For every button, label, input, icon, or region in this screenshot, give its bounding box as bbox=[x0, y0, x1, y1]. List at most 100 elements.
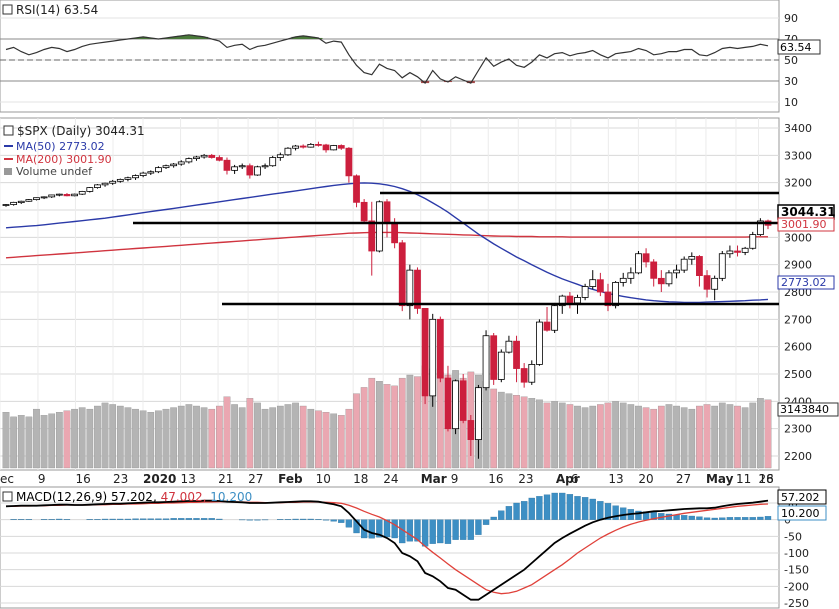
candle-body bbox=[741, 247, 749, 253]
macd-tick-label: -250 bbox=[784, 597, 809, 609]
macd-histogram-bar bbox=[681, 515, 688, 520]
x-tick-label: 26 bbox=[758, 472, 773, 486]
candle-body bbox=[436, 318, 444, 379]
volume-bar bbox=[231, 404, 238, 469]
candle-body bbox=[429, 318, 437, 397]
candle-body bbox=[223, 159, 231, 171]
x-tick-label: ec bbox=[0, 472, 14, 486]
candle-body bbox=[665, 272, 673, 285]
x-tick-label: 11 bbox=[736, 472, 751, 486]
volume-bar bbox=[376, 381, 383, 469]
macd-histogram-bar bbox=[620, 507, 627, 520]
volume-bar bbox=[398, 377, 406, 469]
volume-bar bbox=[528, 398, 536, 469]
volume-bar bbox=[551, 401, 558, 469]
volume-bar bbox=[414, 376, 421, 469]
volume-bar bbox=[536, 399, 543, 469]
volume-bar bbox=[147, 412, 155, 469]
candle-body bbox=[193, 156, 200, 160]
candle-body bbox=[215, 157, 223, 161]
volume-bar bbox=[193, 405, 200, 469]
candle-body bbox=[475, 387, 482, 440]
candle-body bbox=[170, 163, 178, 167]
macd-histogram-bar bbox=[117, 518, 124, 520]
x-tick-label: 6 bbox=[571, 472, 579, 486]
candle-body bbox=[231, 166, 239, 171]
candle-body bbox=[734, 250, 741, 253]
candle-body bbox=[375, 201, 383, 252]
rsi-tick-label: 10 bbox=[784, 96, 798, 109]
macd-histogram-bar bbox=[109, 518, 116, 520]
volume-bar bbox=[650, 408, 658, 469]
macd-label: MACD(12,26,9) 57.202, 47.002, 10.200 bbox=[16, 490, 252, 504]
volume-bar bbox=[406, 374, 414, 469]
candle-body bbox=[292, 145, 299, 149]
macd-histogram-bar bbox=[551, 492, 558, 520]
macd-histogram-bar bbox=[741, 517, 749, 520]
price-tick-label: 3000 bbox=[784, 231, 812, 244]
price-tick-label: 2500 bbox=[784, 368, 812, 381]
volume-bar bbox=[246, 398, 254, 469]
macd-histogram-bar bbox=[513, 502, 520, 520]
macd-histogram-bar bbox=[604, 503, 612, 520]
volume-bar bbox=[665, 404, 673, 469]
price-tick-label: 3400 bbox=[784, 122, 812, 135]
svg-text:3143840: 3143840 bbox=[780, 403, 829, 416]
volume-bar bbox=[269, 407, 277, 469]
volume-bar bbox=[94, 405, 101, 469]
candle-body bbox=[116, 178, 124, 182]
volume-bar bbox=[10, 416, 17, 469]
macd-histogram-bar bbox=[528, 497, 535, 520]
macd-histogram-bar bbox=[703, 517, 711, 520]
candle-body bbox=[345, 147, 353, 177]
candle-body bbox=[482, 335, 490, 389]
volume-bar bbox=[276, 405, 284, 469]
candle-body bbox=[459, 380, 467, 421]
volume-bar bbox=[543, 402, 551, 469]
volume-bar bbox=[254, 402, 261, 469]
candle-body bbox=[627, 272, 635, 279]
candle-body bbox=[619, 277, 627, 283]
x-tick-label: 18 bbox=[353, 472, 368, 486]
macd-histogram-bar bbox=[132, 518, 139, 520]
candle-body bbox=[452, 380, 459, 430]
candle-body bbox=[337, 145, 345, 149]
volume-bar bbox=[40, 415, 48, 469]
x-tick-label: Apr bbox=[556, 472, 580, 486]
macd-histogram-bar bbox=[581, 497, 589, 520]
candle-body bbox=[299, 145, 307, 148]
volume-bar bbox=[711, 405, 719, 469]
candle-body bbox=[589, 279, 597, 287]
candle-body bbox=[505, 340, 513, 353]
macd-histogram-bar bbox=[521, 501, 528, 520]
volume-bar bbox=[612, 401, 619, 469]
candle-body bbox=[467, 420, 475, 441]
ma50-value-tag: 2773.02 bbox=[777, 275, 835, 290]
candle-body bbox=[490, 335, 498, 380]
macd-histogram-bar bbox=[452, 519, 459, 540]
macd-histogram-bar bbox=[764, 516, 772, 520]
volume-bar bbox=[17, 415, 25, 469]
volume-bar bbox=[749, 402, 757, 469]
macd-histogram-bar bbox=[635, 510, 642, 520]
candle-body bbox=[360, 201, 368, 222]
macd-histogram-bar bbox=[246, 519, 253, 521]
candle-body bbox=[718, 253, 726, 279]
candle-body bbox=[71, 193, 78, 197]
macd-histogram-bar bbox=[650, 512, 657, 520]
candle-body bbox=[513, 340, 520, 369]
candle-body bbox=[55, 193, 63, 196]
rsi-value-tag: 63.54 bbox=[777, 39, 821, 55]
ma50-line bbox=[5, 182, 769, 304]
volume-bar bbox=[757, 398, 764, 469]
macd-histogram-bar bbox=[307, 518, 314, 520]
volume-bar bbox=[216, 405, 223, 469]
svg-text:2773.02: 2773.02 bbox=[781, 276, 827, 289]
macd-histogram-bar bbox=[376, 519, 383, 538]
price-tick-label: 2200 bbox=[784, 450, 812, 463]
volume-bar bbox=[513, 394, 520, 469]
rsi-tick-label: 50 bbox=[784, 54, 798, 67]
candle-body bbox=[238, 165, 246, 168]
volume-bar bbox=[330, 413, 338, 469]
